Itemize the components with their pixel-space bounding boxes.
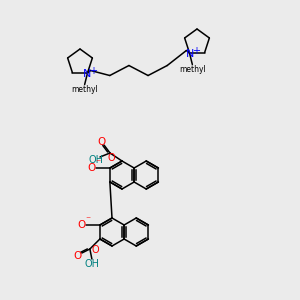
Text: ⁻: ⁻ <box>95 158 101 168</box>
Text: OH: OH <box>84 259 99 269</box>
Text: O: O <box>91 245 99 255</box>
Text: O: O <box>97 137 105 147</box>
Text: +: + <box>88 65 97 76</box>
Text: O: O <box>88 163 96 173</box>
Text: N: N <box>82 68 91 79</box>
Text: O: O <box>74 251 82 261</box>
Text: N: N <box>186 49 194 58</box>
Text: methyl: methyl <box>179 65 206 74</box>
Text: O: O <box>107 153 115 163</box>
Text: OH: OH <box>88 155 104 165</box>
Text: +: + <box>192 46 200 56</box>
Text: O: O <box>78 220 86 230</box>
Text: ⁻: ⁻ <box>85 215 90 225</box>
Text: methyl: methyl <box>71 85 98 94</box>
